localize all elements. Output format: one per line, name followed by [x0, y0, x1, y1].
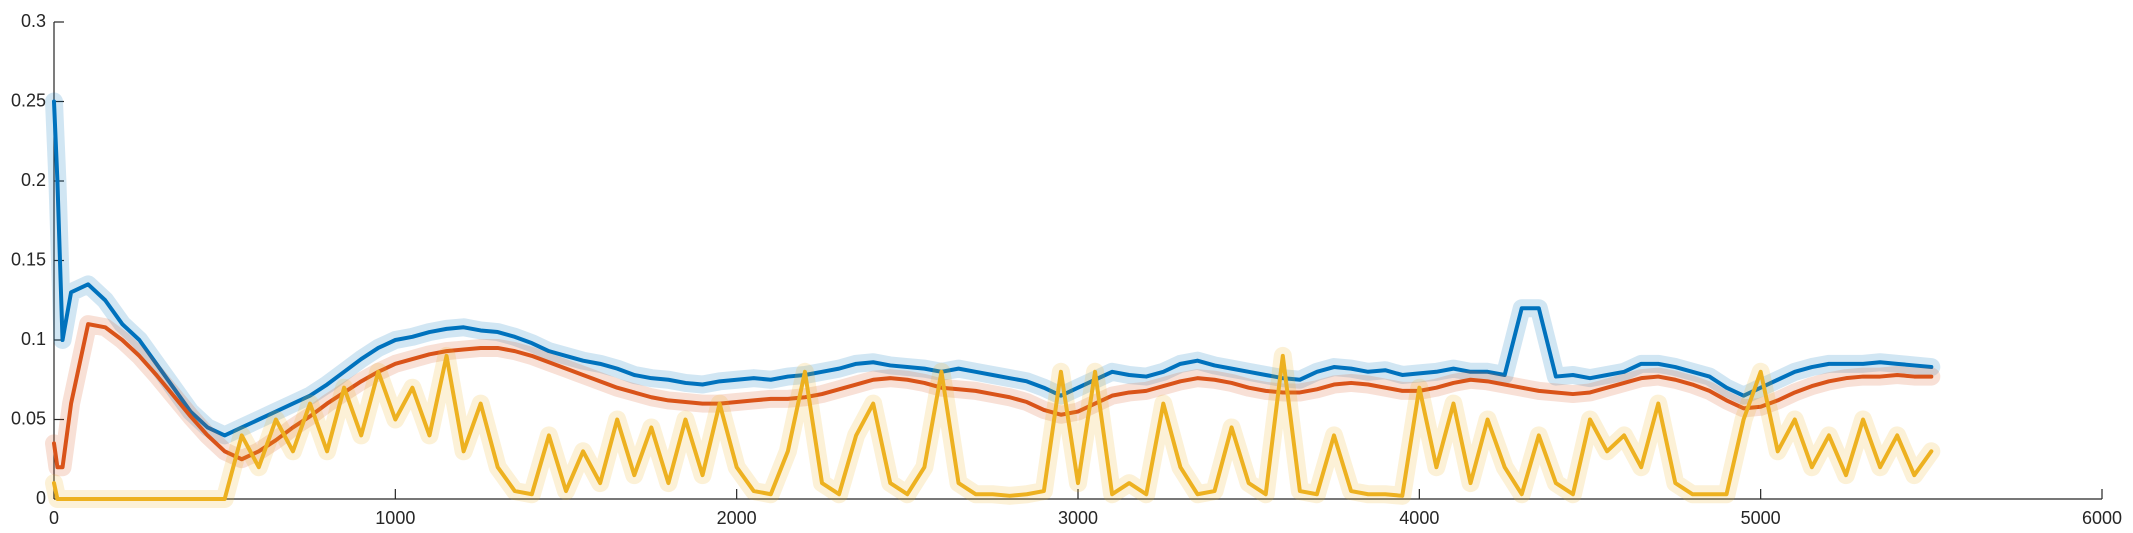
x-tick-label: 2000 — [717, 508, 757, 528]
y-tick-label: 0.25 — [11, 90, 46, 110]
y-tick-label: 0.1 — [21, 329, 46, 349]
y-tick-label: 0.3 — [21, 11, 46, 31]
x-tick-label: 0 — [49, 508, 59, 528]
y-tick-label: 0 — [36, 488, 46, 508]
x-tick-label: 3000 — [1058, 508, 1098, 528]
series-line — [52, 322, 1934, 470]
x-tick-label: 1000 — [375, 508, 415, 528]
series-line — [52, 99, 1934, 438]
x-tick-label: 5000 — [1741, 508, 1781, 528]
y-tick-label: 0.15 — [11, 249, 46, 269]
y-tick-label: 0.2 — [21, 170, 46, 190]
x-tick-label: 6000 — [2082, 508, 2122, 528]
y-tick-label: 0.05 — [11, 408, 46, 428]
x-tick-label: 4000 — [1399, 508, 1439, 528]
series-line — [52, 353, 1934, 501]
